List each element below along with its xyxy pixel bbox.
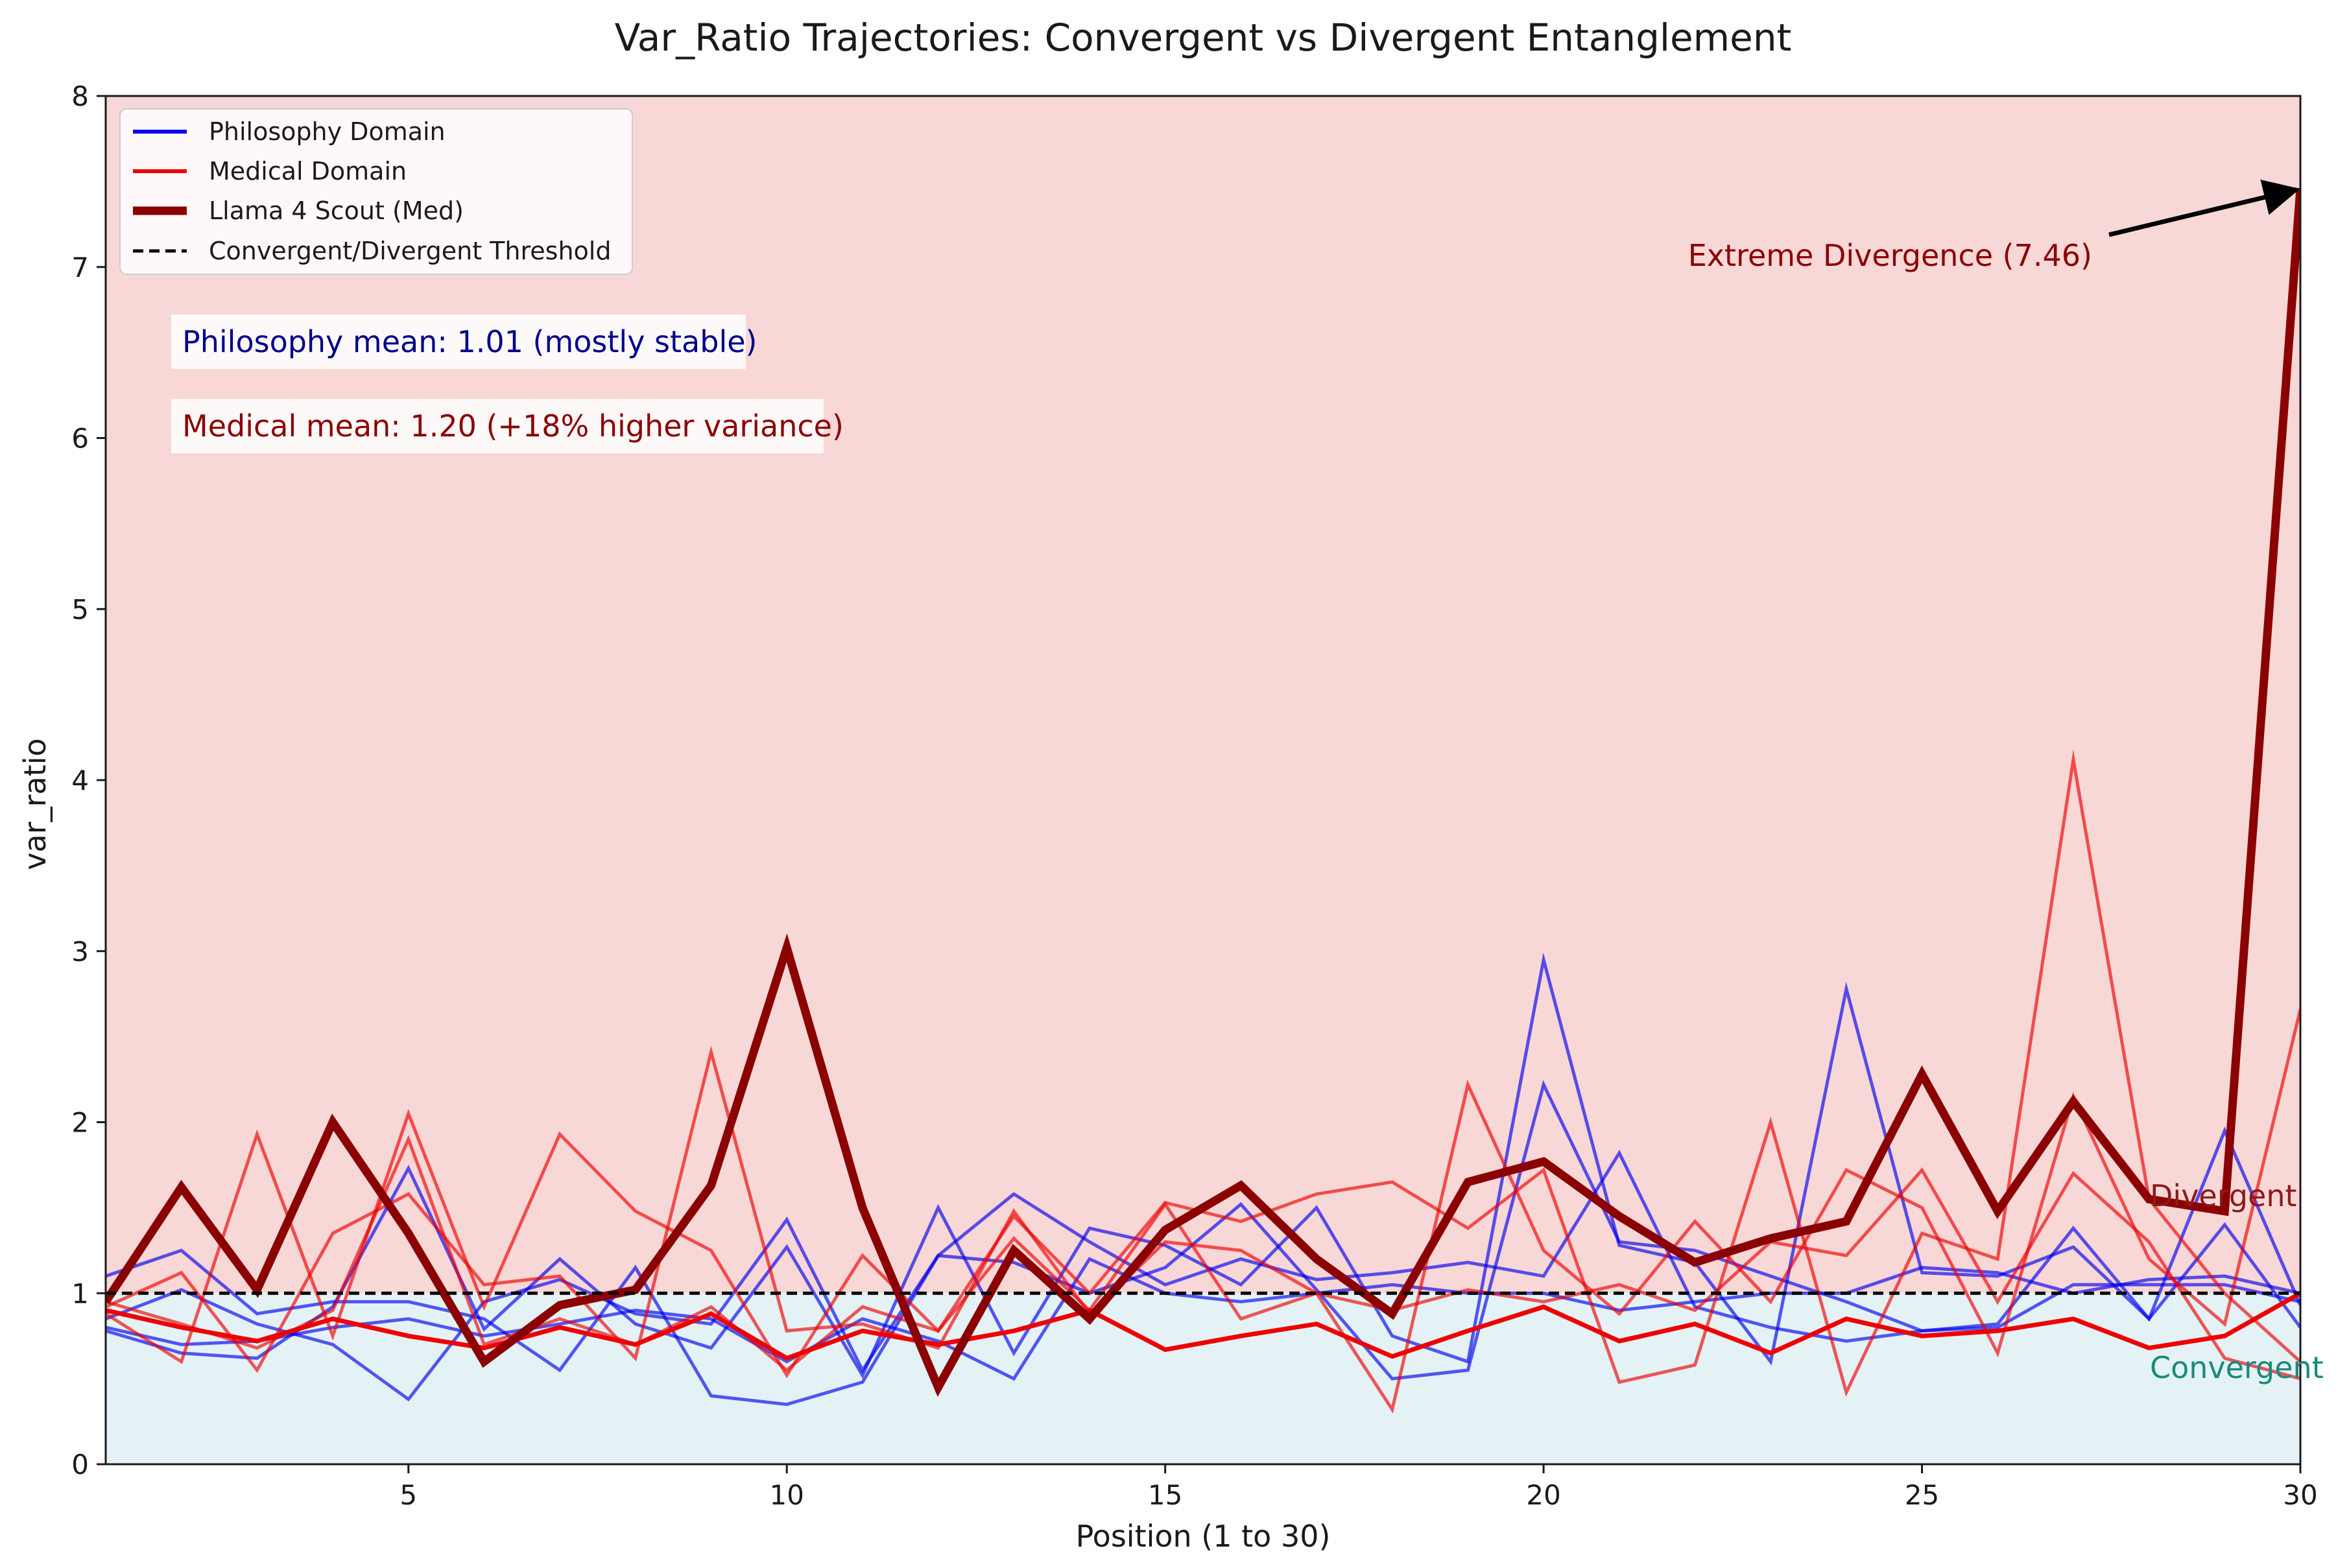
medical-mean-annotation: Medical mean: 1.20 (+18% higher variance… bbox=[182, 409, 844, 444]
series-line-philosophy-0 bbox=[106, 952, 2300, 1379]
series-line-philosophy-2 bbox=[106, 1080, 2300, 1402]
extreme-divergence-annotation: Extreme Divergence (7.46) bbox=[1688, 238, 2092, 273]
y-tick-label: 5 bbox=[71, 593, 89, 625]
convergent-region bbox=[106, 1293, 2300, 1464]
x-tick-label: 10 bbox=[769, 1479, 804, 1511]
y-tick-label: 0 bbox=[71, 1449, 89, 1480]
y-tick-label: 7 bbox=[71, 252, 89, 283]
y-tick-label: 2 bbox=[71, 1107, 89, 1139]
series-line-medical-5 bbox=[106, 1008, 2300, 1414]
x-tick-label: 25 bbox=[1905, 1479, 1939, 1511]
legend: Philosophy Domain Medical Domain Llama 4… bbox=[119, 108, 633, 275]
x-tick-label: 15 bbox=[1148, 1479, 1182, 1511]
divergent-region-label: Divergent bbox=[2150, 1178, 2297, 1213]
y-axis-ticks: 0 1 2 3 4 5 6 7 8 bbox=[71, 80, 106, 1480]
divergent-region bbox=[106, 96, 2300, 1294]
y-tick-label: 4 bbox=[71, 765, 89, 796]
x-axis-label: Position (1 to 30) bbox=[1076, 1519, 1331, 1554]
x-axis-ticks: 5 10 15 20 25 30 bbox=[399, 1464, 2318, 1511]
series-layer bbox=[106, 187, 2300, 1414]
x-tick-label: 5 bbox=[399, 1479, 417, 1511]
philosophy-mean-box bbox=[171, 315, 746, 369]
y-tick-label: 3 bbox=[71, 936, 89, 968]
x-tick-label: 20 bbox=[1526, 1479, 1560, 1511]
chart-title: Var_Ratio Trajectories: Convergent vs Di… bbox=[615, 16, 1792, 60]
y-tick-label: 6 bbox=[71, 423, 89, 455]
x-tick-label: 30 bbox=[2283, 1479, 2317, 1511]
threshold-regions bbox=[106, 96, 2300, 1464]
legend-label-llama: Llama 4 Scout (Med) bbox=[209, 196, 464, 225]
convergent-region-label: Convergent bbox=[2150, 1350, 2324, 1385]
series-line-llama-8 bbox=[106, 187, 2300, 1397]
legend-label-medical: Medical Domain bbox=[209, 157, 407, 185]
philosophy-mean-annotation: Philosophy mean: 1.01 (mostly stable) bbox=[182, 324, 757, 359]
y-axis-label: var_ratio bbox=[18, 738, 53, 870]
legend-label-threshold: Convergent/Divergent Threshold bbox=[209, 237, 611, 265]
series-line-medical-6 bbox=[106, 1135, 2300, 1381]
extreme-divergence-arrow bbox=[2108, 179, 2300, 237]
legend-box bbox=[119, 108, 633, 275]
medical-mean-box bbox=[171, 399, 824, 453]
y-tick-label: 1 bbox=[71, 1277, 89, 1309]
y-tick-label: 8 bbox=[71, 80, 89, 112]
legend-label-philosophy: Philosophy Domain bbox=[209, 117, 446, 146]
